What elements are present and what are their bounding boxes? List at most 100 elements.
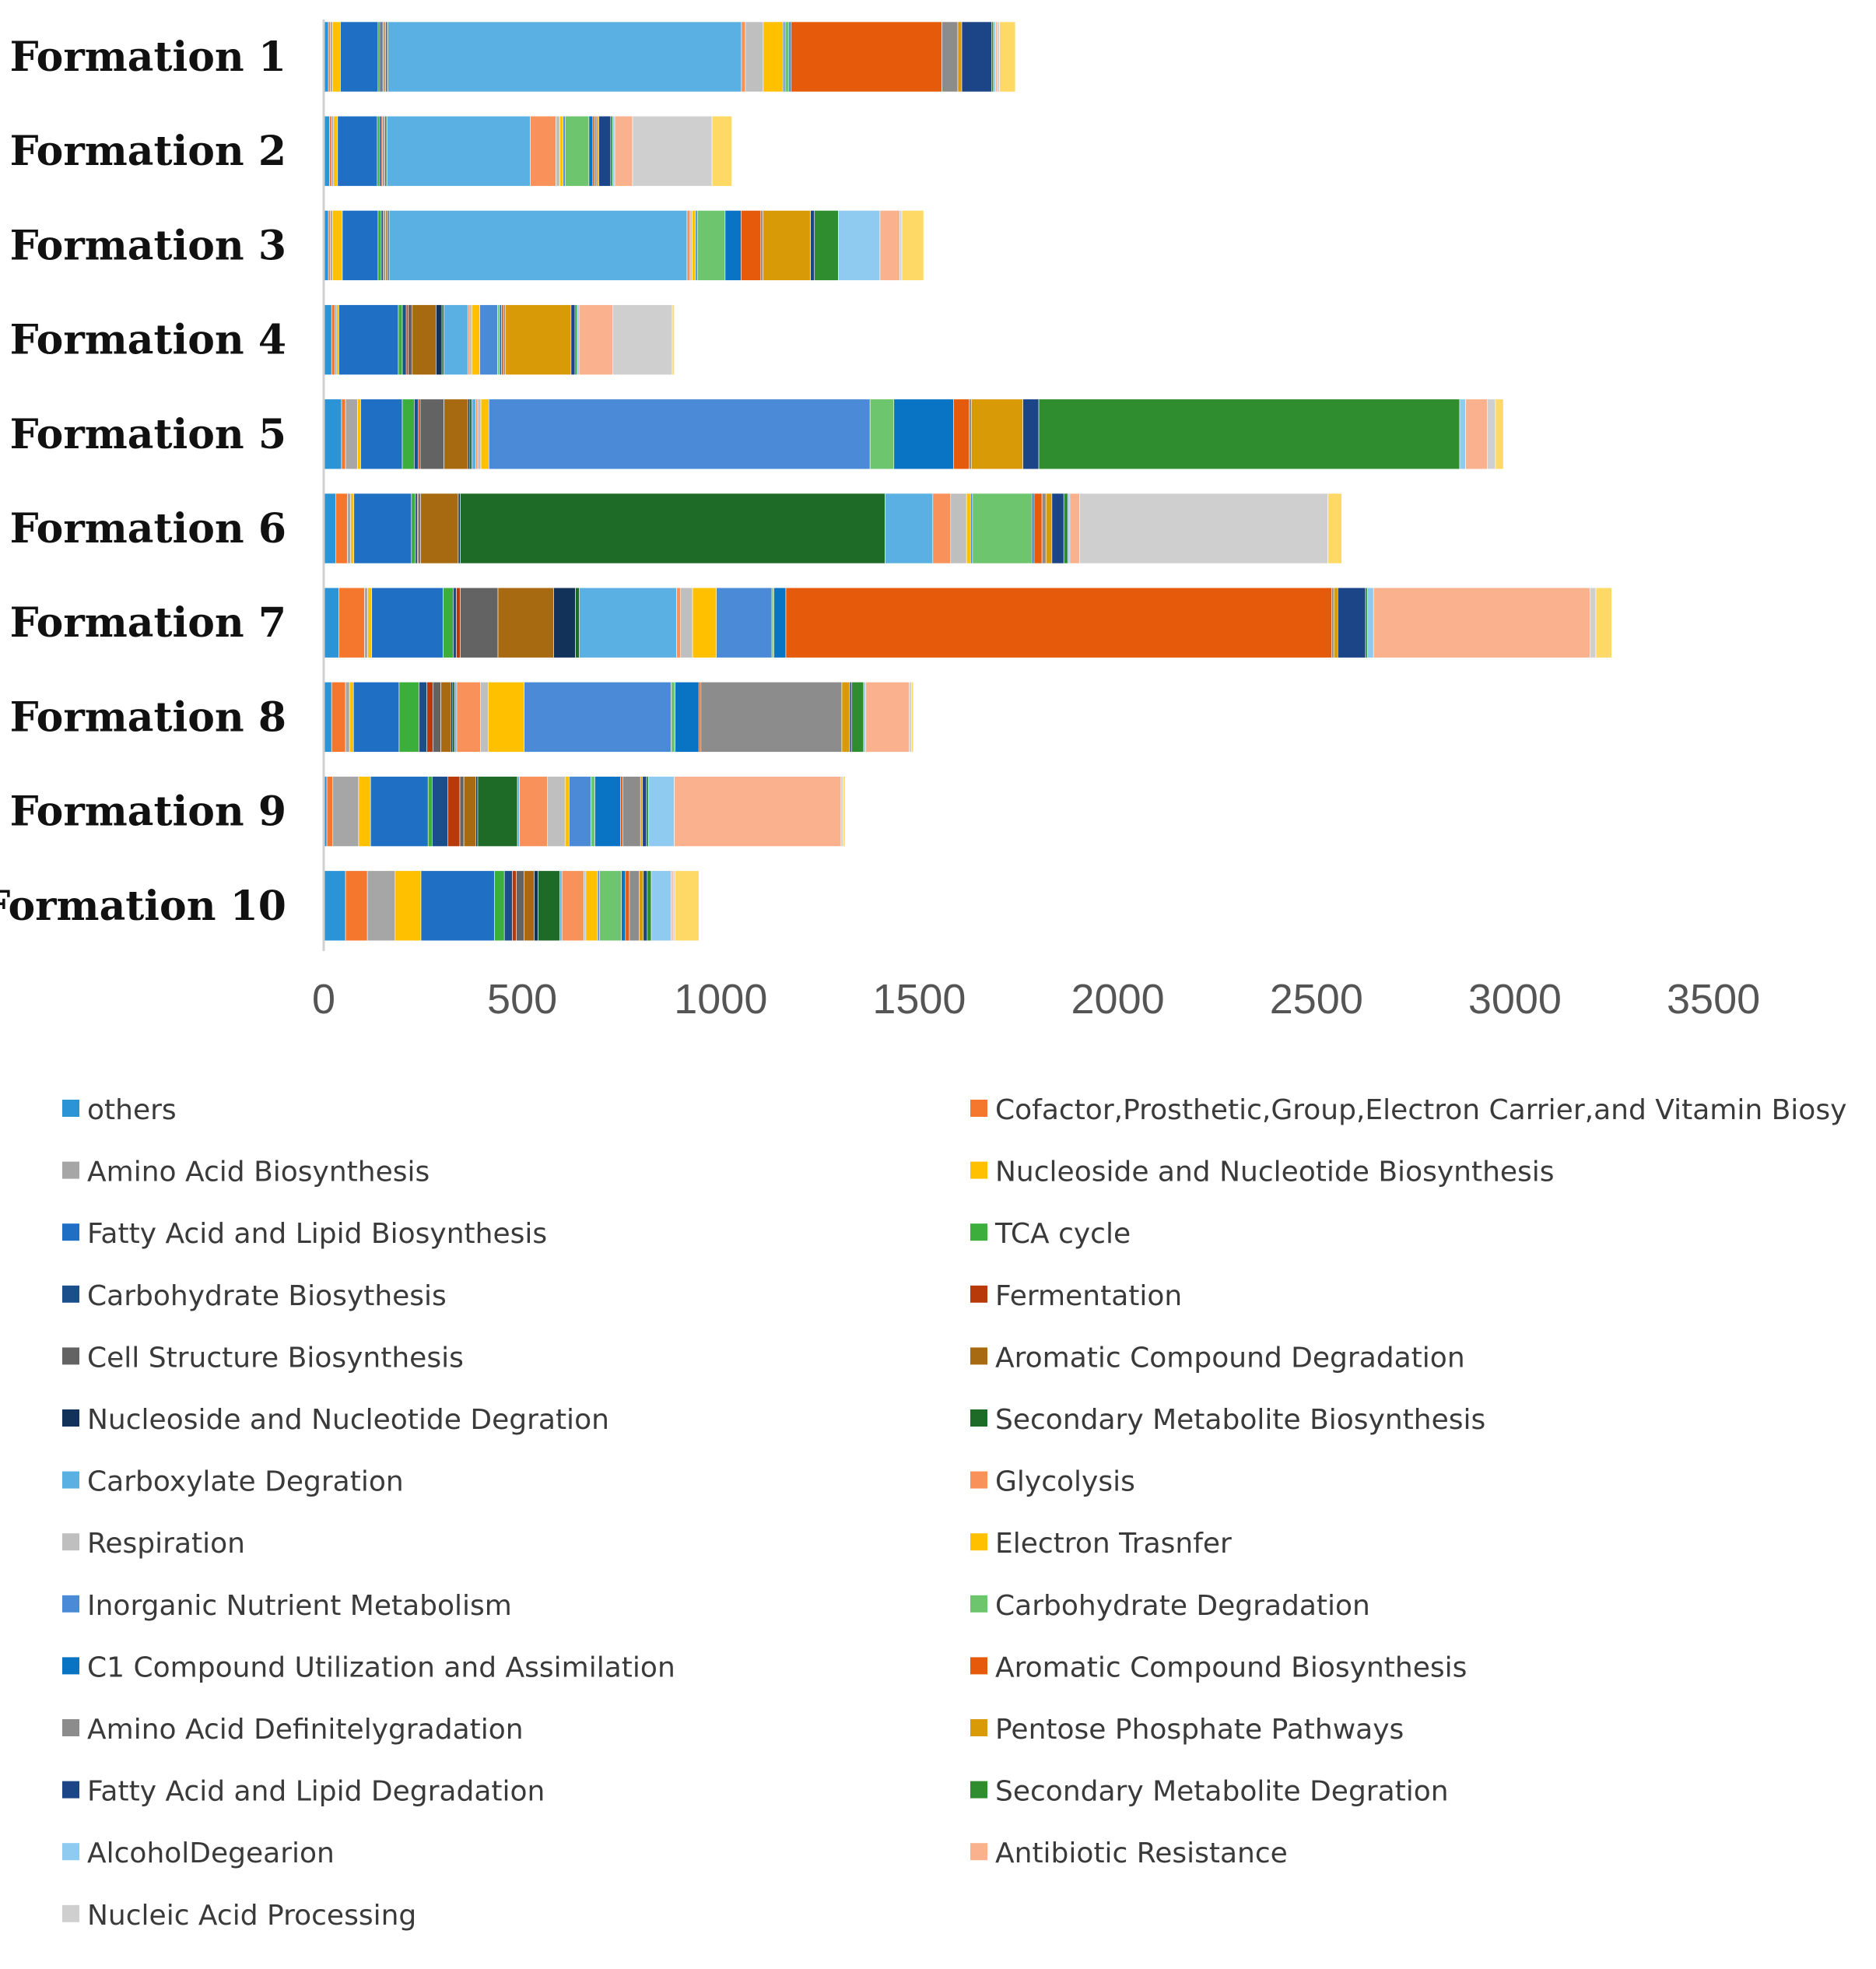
bar-segment-f10-s28 xyxy=(675,870,700,942)
bar-segment-f1-s18 xyxy=(784,21,790,93)
bar-segment-f5-s13 xyxy=(472,398,476,470)
legend-label: Nucleic Acid Processing xyxy=(87,1900,416,1932)
bar-segment-f5-s8 xyxy=(418,398,421,470)
bar-segment-f2-s14 xyxy=(530,115,556,187)
legend-label: others xyxy=(87,1094,177,1126)
category-label: Formation 6 xyxy=(10,505,286,553)
bar-segment-f6-s3 xyxy=(347,493,351,564)
bar-segment-f4-s27 xyxy=(612,304,673,375)
x-tick-label: 1000 xyxy=(674,976,767,1023)
bar-segment-f6-s22 xyxy=(1045,493,1053,564)
bar-segment-f5-s1 xyxy=(323,398,342,470)
bar-segment-f4-s17 xyxy=(479,304,498,375)
bar-segment-f8-s18 xyxy=(671,682,675,753)
bar-segment-f3-s13 xyxy=(388,210,688,281)
legend-label: Cell Structure Biosynthesis xyxy=(87,1342,464,1374)
bar-segment-f7-s24 xyxy=(1365,587,1368,658)
legend-label: Carboxylate Degration xyxy=(87,1466,404,1498)
bar-segment-f10-s14 xyxy=(561,870,584,942)
bar-segment-f2-s20 xyxy=(592,115,595,187)
legend-label: Carbohydrate Biosythesis xyxy=(87,1280,447,1312)
bar-segment-f4-s7 xyxy=(401,304,407,375)
x-tick-label: 1500 xyxy=(872,976,966,1023)
bar-segment-f10-s3 xyxy=(366,870,396,942)
bar-segment-f10-s26 xyxy=(671,870,674,942)
bar-segment-f4-s26 xyxy=(578,304,613,375)
bar-segment-f7-s7 xyxy=(453,587,457,658)
bar-segment-f2-s23 xyxy=(598,115,612,187)
legend-label: Secondary Metabolite Biosynthesis xyxy=(995,1404,1485,1436)
bar-segment-f9-s22 xyxy=(640,776,643,847)
legend-swatch xyxy=(970,1843,987,1861)
bar-segment-f7-s17 xyxy=(716,587,773,658)
bar-segment-f8-s27 xyxy=(909,682,912,753)
bar-segment-f3-s4 xyxy=(331,210,343,281)
bar-segment-f2-s27 xyxy=(632,115,713,187)
bar-segment-f8-s15 xyxy=(480,682,489,753)
bar-segment-f8-s10 xyxy=(440,682,451,753)
bar-segment-f7-s12 xyxy=(575,587,580,658)
bar-segment-f5-s27 xyxy=(1487,398,1496,470)
bar-segment-f4-s1 xyxy=(323,304,332,375)
bar-segment-f1-s13 xyxy=(387,21,742,93)
bar-segment-f3-s23 xyxy=(810,210,815,281)
legend-label: TCA cycle xyxy=(994,1218,1131,1250)
bar-segment-f5-s12 xyxy=(469,398,472,470)
bar-segment-f4-s8 xyxy=(405,304,409,375)
legend-swatch xyxy=(970,1781,987,1799)
bar-segment-f4-s5 xyxy=(338,304,399,375)
legend-label: Amino Acid Biosynthesis xyxy=(87,1156,430,1188)
bar-segment-f9-s11 xyxy=(475,776,479,847)
bar-segment-f6-s13 xyxy=(885,493,934,564)
bar-segment-f9-s9 xyxy=(459,776,465,847)
x-tick-label: 0 xyxy=(312,976,335,1023)
category-label: Formation 8 xyxy=(10,693,286,741)
legend-swatch xyxy=(62,1409,79,1427)
bar-segment-f5-s11 xyxy=(467,398,471,470)
bar-segment-f9-s20 xyxy=(620,776,623,847)
bar-segment-f6-s15 xyxy=(950,493,967,564)
bar-segment-f10-s21 xyxy=(629,870,640,942)
bar-segment-f6-s26 xyxy=(1069,493,1080,564)
bar-segment-f10-s4 xyxy=(394,870,422,942)
bar-segment-f9-s23 xyxy=(642,776,647,847)
bar-segment-f8-s23 xyxy=(849,682,853,753)
bar-segment-f9-s24 xyxy=(646,776,649,847)
bar-segment-f4-s18 xyxy=(497,304,500,375)
bar-segment-f1-s19 xyxy=(788,21,791,93)
legend-label: Carbohydrate Degradation xyxy=(995,1590,1370,1622)
bar-segment-f5-s22 xyxy=(971,398,1023,470)
bar-segment-f5-s15 xyxy=(477,398,482,470)
bar-segment-f2-s24 xyxy=(610,115,613,187)
bar-segment-f5-s19 xyxy=(893,398,954,470)
legend-swatch xyxy=(62,1657,79,1675)
category-label: Formation 4 xyxy=(10,317,286,364)
bar-segment-f2-s6 xyxy=(377,115,380,187)
bar-segment-f3-s24 xyxy=(814,210,839,281)
bar-segment-f7-s22 xyxy=(1333,587,1338,658)
bar-segment-f6-s28 xyxy=(1327,493,1342,564)
bar-segment-f9-s17 xyxy=(569,776,591,847)
bar-segment-f2-s5 xyxy=(337,115,378,187)
category-label: Formation 3 xyxy=(10,222,286,269)
x-tick-label: 3500 xyxy=(1667,976,1760,1023)
bar-segment-f7-s14 xyxy=(676,587,682,658)
bar-segment-f1-s28 xyxy=(999,21,1016,93)
bar-segment-f1-s27 xyxy=(997,21,1000,93)
legend-label: Fermentation xyxy=(995,1280,1182,1312)
bar-segment-f4-s13 xyxy=(444,304,468,375)
bar-segment-f2-s13 xyxy=(387,115,531,187)
bar-segment-f5-s2 xyxy=(341,398,346,470)
bar-segment-f10-s27 xyxy=(672,870,675,942)
legend-label: Pentose Phosphate Pathways xyxy=(995,1714,1404,1746)
bar-segment-f10-s9 xyxy=(516,870,525,942)
bar-segment-f4-s16 xyxy=(472,304,480,375)
bar-segment-f2-s7 xyxy=(379,115,382,187)
bar-segment-f4-s11 xyxy=(436,304,443,375)
bar-segment-f9-s28 xyxy=(843,776,846,847)
bar-segment-f8-s1 xyxy=(323,682,332,753)
bar-segment-f4-s21 xyxy=(503,304,507,375)
bar-segment-f9-s19 xyxy=(594,776,622,847)
bar-segment-f3-s20 xyxy=(741,210,762,281)
bar-segment-f6-s1 xyxy=(323,493,336,564)
